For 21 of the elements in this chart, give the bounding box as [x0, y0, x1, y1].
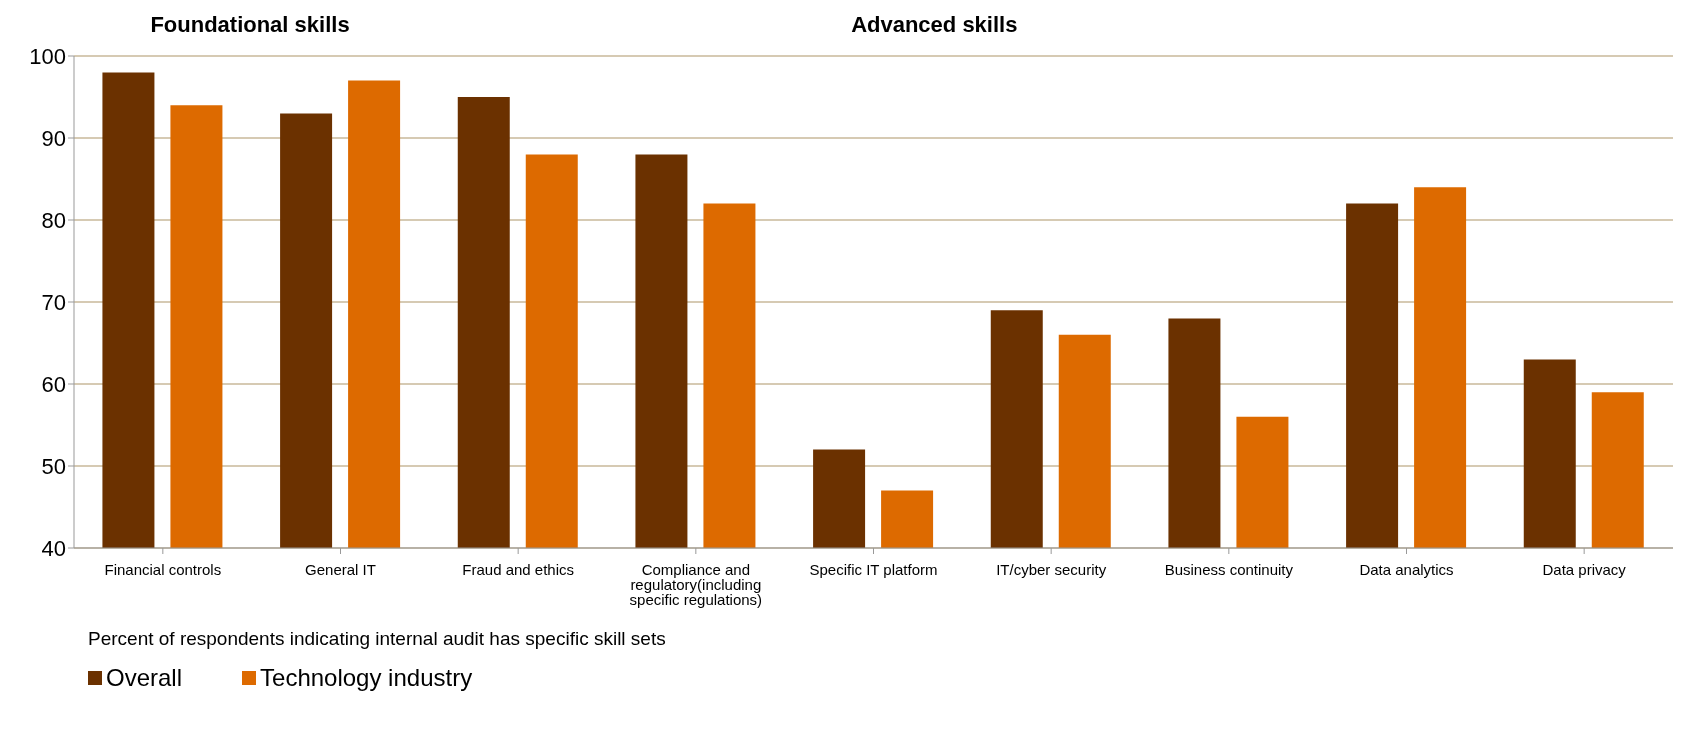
text: Foundational skills: [150, 12, 350, 38]
y-tick-label: 90: [41, 125, 66, 151]
x-tick-label: Financial controls: [104, 560, 222, 578]
x-tick-label: Compliance and regulatory(including specific regulations): [629, 560, 763, 608]
x-tick-label: IT/cyber security: [996, 560, 1107, 578]
x-tick-label: General IT: [305, 560, 376, 578]
y-tick-label: 60: [41, 371, 66, 397]
y-tick-label: 70: [41, 289, 66, 315]
x-tick-label: Specific IT platform: [809, 560, 938, 578]
y-tick-label: 40: [41, 535, 66, 561]
x-tick-label: Data privacy: [1542, 560, 1627, 578]
text: Percent of respondents indicating internal audit has specific skill sets: [88, 628, 667, 650]
y-tick-label: 80: [41, 207, 66, 233]
legend-label: Overall: [106, 664, 183, 692]
x-tick-label: Fraud and ethics: [462, 560, 575, 578]
y-tick-label: 100: [29, 43, 66, 69]
x-tick-label: Business continuity: [1164, 560, 1294, 578]
y-tick-label: 50: [41, 453, 66, 479]
text: Advanced skills: [851, 12, 1018, 38]
x-tick-label: Data analytics: [1359, 560, 1454, 578]
legend-label: Technology industry: [260, 664, 473, 692]
